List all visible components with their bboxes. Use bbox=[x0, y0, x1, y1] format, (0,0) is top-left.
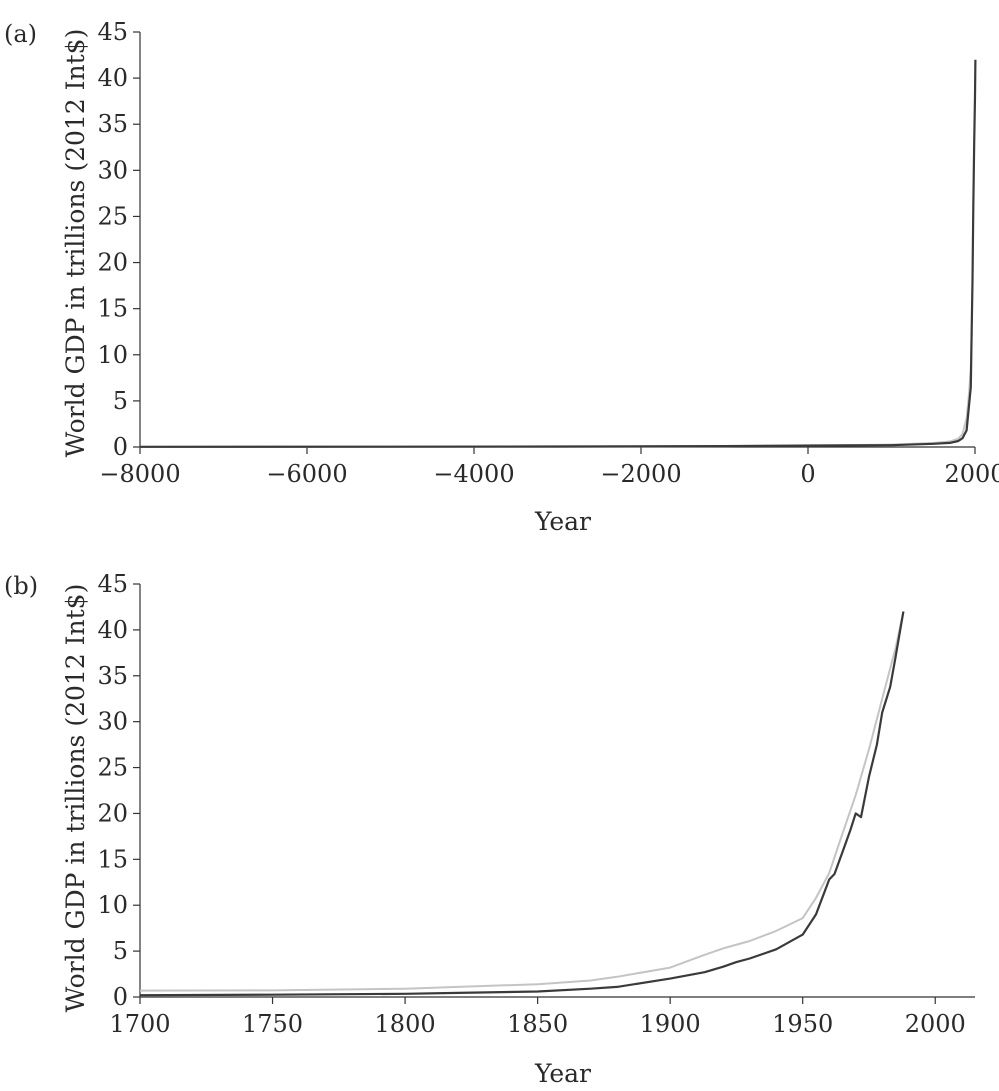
panel-a-x-tick-label: −4000 bbox=[433, 460, 514, 488]
panel-a-x-tick-label: −2000 bbox=[600, 460, 681, 488]
panel-a-x-tick-label: 0 bbox=[800, 460, 815, 488]
panel-b-y-tick-label: 40 bbox=[97, 616, 128, 644]
panel-b-x-tick-label: 2000 bbox=[905, 1010, 966, 1038]
panel-a-y-tick-label: 45 bbox=[97, 18, 128, 46]
panel-b-series-line-dark bbox=[139, 611, 905, 997]
panel-b-y-tick-label: 5 bbox=[113, 937, 128, 965]
panel-a-y-tick-label: 10 bbox=[97, 341, 128, 369]
panel-b-x-tick-label: 1950 bbox=[772, 1010, 833, 1038]
panel-b-y-tick-label: 35 bbox=[97, 662, 128, 690]
panel-b-x-tick-label: 1800 bbox=[375, 1010, 436, 1038]
panel-b-y-tick-label: 45 bbox=[97, 570, 128, 598]
panel-b-y-tick-label: 30 bbox=[97, 708, 128, 736]
panel-a-x-tick-label: 2000 bbox=[944, 460, 999, 488]
panel-a-series-line-light bbox=[139, 331, 973, 448]
panel-b-x-axis-title: Year bbox=[534, 1059, 591, 1088]
panel-a-y-tick-label: 5 bbox=[113, 387, 128, 415]
panel-a-x-tick-label: −6000 bbox=[266, 460, 347, 488]
panel-b-y-tick-label: 10 bbox=[97, 891, 128, 919]
panel-a-plot-area: 0 5 10 15 20 25 30 35 40 45 −8000 −6000 −4000 −2000 0 2… bbox=[97, 18, 999, 488]
panel-b-plot-area: 0 5 10 15 20 25 30 35 40 45 1700 1750 1800 1850 1900 19… bbox=[97, 570, 975, 1038]
panel-b-label: (b) bbox=[4, 572, 38, 600]
panel-b-y-tick-label: 20 bbox=[97, 799, 128, 827]
panel-b-x-tick-label: 1750 bbox=[242, 1010, 303, 1038]
panel-a-y-tick-label: 30 bbox=[97, 156, 128, 184]
panel-a-label: (a) bbox=[4, 20, 37, 48]
panel-a-y-tick-label: 25 bbox=[97, 202, 128, 230]
panel-b: (b) World GDP in trillions (2012 Int$) Y… bbox=[4, 570, 975, 1088]
panel-a-x-tick-label: −8000 bbox=[99, 460, 180, 488]
panel-b-y-axis-title: World GDP in trillions (2012 Int$) bbox=[61, 584, 90, 1013]
panel-a-y-tick-label: 40 bbox=[97, 64, 128, 92]
panel-b-y-tick-label: 0 bbox=[113, 983, 128, 1011]
panel-b-x-tick-label: 1850 bbox=[507, 1010, 568, 1038]
panel-a: (a) World GDP in trillions (2012 Int$) Y… bbox=[4, 18, 999, 536]
panel-b-y-tick-label: 15 bbox=[97, 845, 128, 873]
panel-a-y-tick-label: 35 bbox=[97, 110, 128, 138]
panel-b-series-line-light bbox=[139, 611, 905, 992]
panel-b-y-tick-label: 25 bbox=[97, 754, 128, 782]
panel-a-series-line-dark bbox=[139, 59, 977, 448]
panel-a-y-tick-label: 15 bbox=[97, 295, 128, 323]
panel-a-y-tick-label: 0 bbox=[113, 433, 128, 461]
panel-a-x-axis-title: Year bbox=[534, 507, 591, 536]
panel-a-y-axis-title: World GDP in trillions (2012 Int$) bbox=[61, 29, 90, 458]
panel-a-y-tick-label: 20 bbox=[97, 249, 128, 277]
panel-b-x-tick-label: 1900 bbox=[640, 1010, 701, 1038]
panel-b-x-tick-label: 1700 bbox=[109, 1010, 170, 1038]
